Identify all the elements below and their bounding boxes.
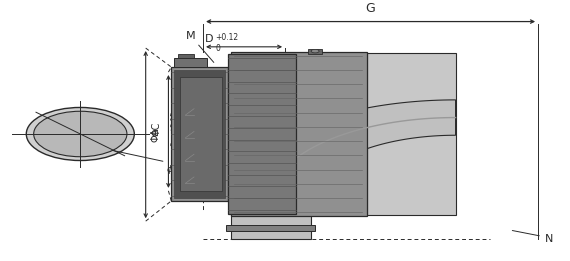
Text: G: G — [366, 2, 376, 15]
Text: D: D — [205, 34, 213, 44]
Bar — [171, 67, 228, 201]
Text: 0: 0 — [215, 44, 221, 53]
Text: M: M — [186, 31, 196, 40]
Text: +0.12: +0.12 — [215, 33, 239, 42]
Ellipse shape — [34, 111, 127, 157]
Bar — [226, 225, 315, 231]
Bar — [180, 77, 222, 191]
Circle shape — [311, 49, 319, 53]
Bar — [228, 54, 296, 213]
Text: +0.15: +0.15 — [170, 111, 176, 132]
Bar — [308, 49, 322, 54]
Bar — [174, 58, 207, 67]
Polygon shape — [231, 100, 455, 200]
Bar — [174, 70, 225, 198]
Bar — [368, 53, 455, 215]
Bar — [231, 52, 368, 216]
Bar — [231, 200, 311, 239]
Text: ΦC: ΦC — [152, 122, 162, 136]
Text: $\phi$B ± 0.10: $\phi$B ± 0.10 — [166, 163, 213, 176]
Text: ΦA: ΦA — [150, 127, 160, 142]
Bar — [178, 54, 194, 58]
Text: F: F — [229, 142, 235, 152]
Text: N: N — [545, 234, 553, 244]
Text: 0: 0 — [170, 142, 176, 146]
Ellipse shape — [26, 108, 135, 161]
